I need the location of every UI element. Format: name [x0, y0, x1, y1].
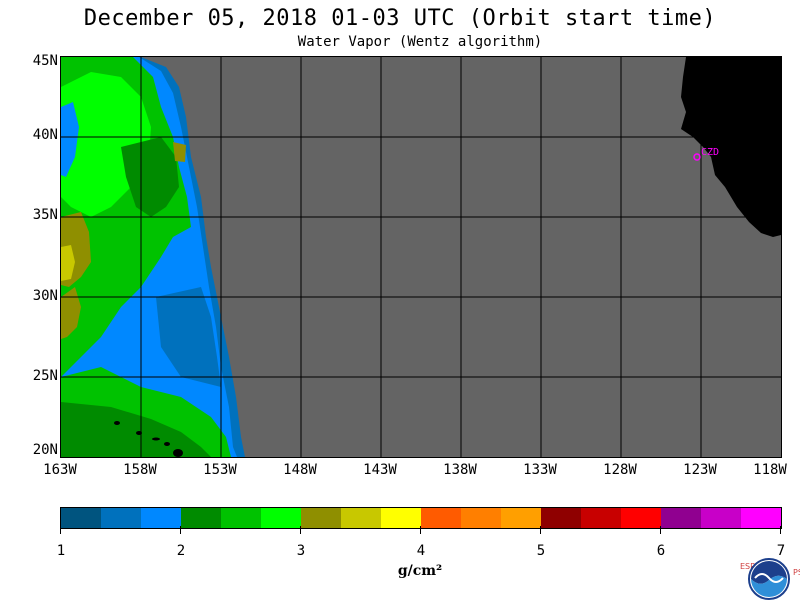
- colorbar-tick: [300, 526, 301, 534]
- noaa-logo: [748, 558, 790, 600]
- lon-label-133w: 133W: [523, 462, 557, 478]
- swath-band-olive-north: [173, 142, 186, 162]
- colorbar-tick: [420, 526, 421, 534]
- lon-label-163w: 163W: [43, 462, 77, 478]
- island-kauai: [114, 421, 120, 425]
- colorbar-swatch: [301, 508, 341, 528]
- colorbar-label-4: 4: [416, 543, 426, 559]
- colorbar-swatch: [701, 508, 741, 528]
- colorbar-label-7: 7: [776, 543, 786, 559]
- colorbar-label-1: 1: [56, 543, 66, 559]
- colorbar-swatch: [421, 508, 461, 528]
- colorbar-label-2: 2: [176, 543, 186, 559]
- psd-side-text: PSD: [793, 568, 800, 577]
- lon-label-148w: 148W: [283, 462, 317, 478]
- lon-label-138w: 138W: [443, 462, 477, 478]
- swath-band-yellow-olive: [61, 245, 75, 281]
- colorbar-swatch: [501, 508, 541, 528]
- map-subtitle: Water Vapor (Wentz algorithm): [297, 34, 543, 50]
- colorbar-swatch: [461, 508, 501, 528]
- island-molokai: [152, 437, 160, 441]
- colorbar: [60, 507, 782, 529]
- station-czd-label: CZD: [701, 147, 719, 158]
- satellite-swath: [61, 57, 245, 457]
- colorbar-tick: [540, 526, 541, 534]
- colorbar-tick: [180, 526, 181, 534]
- swath-band-dark-green-south: [61, 402, 211, 457]
- colorbar-swatch: [341, 508, 381, 528]
- units-label: g/cm²: [397, 563, 443, 579]
- lat-label-25n: 25N: [32, 368, 58, 384]
- colorbar-swatch: [581, 508, 621, 528]
- lon-label-143w: 143W: [363, 462, 397, 478]
- colorbar-swatch: [61, 508, 101, 528]
- island-maui: [164, 442, 170, 446]
- lon-label-158w: 158W: [123, 462, 157, 478]
- lon-label-118w: 118W: [753, 462, 787, 478]
- colorbar-label-5: 5: [536, 543, 546, 559]
- colorbar-tick: [60, 526, 61, 534]
- colorbar-swatch: [661, 508, 701, 528]
- lat-label-35n: 35N: [32, 207, 58, 223]
- colorbar-swatch: [181, 508, 221, 528]
- lon-label-128w: 128W: [603, 462, 637, 478]
- water-vapor-map: CZD: [60, 56, 782, 458]
- colorbar-swatch: [381, 508, 421, 528]
- map-canvas: CZD: [61, 57, 781, 457]
- colorbar-swatch: [741, 508, 781, 528]
- colorbar-swatch: [141, 508, 181, 528]
- swath-band-olive-mid: [61, 287, 81, 339]
- colorbar-swatch: [261, 508, 301, 528]
- lat-label-45n: 45N: [32, 53, 58, 69]
- swath-band-dark-green: [121, 137, 179, 217]
- swath-band-blue-west-edge: [61, 102, 79, 177]
- island-hawaii: [173, 449, 183, 457]
- lat-label-20n: 20N: [32, 442, 58, 458]
- swath-band-deep-blue: [156, 287, 221, 387]
- lat-label-40n: 40N: [32, 127, 58, 143]
- colorbar-swatch: [541, 508, 581, 528]
- station-czd-marker: CZD: [693, 147, 719, 161]
- colorbar-swatch: [221, 508, 261, 528]
- california-land: [681, 57, 781, 237]
- lat-lon-grid: [61, 57, 781, 457]
- lon-label-123w: 123W: [683, 462, 717, 478]
- colorbar-swatch: [101, 508, 141, 528]
- hawaiian-islands: [114, 421, 183, 457]
- lat-label-30n: 30N: [32, 288, 58, 304]
- colorbar-tick: [660, 526, 661, 534]
- lon-label-153w: 153W: [203, 462, 237, 478]
- colorbar-tick: [780, 526, 781, 534]
- colorbar-label-3: 3: [296, 543, 306, 559]
- colorbar-label-6: 6: [656, 543, 666, 559]
- colorbar-swatch: [621, 508, 661, 528]
- map-title: December 05, 2018 01-03 UTC (Orbit start…: [83, 6, 717, 31]
- station-dot: [693, 153, 701, 161]
